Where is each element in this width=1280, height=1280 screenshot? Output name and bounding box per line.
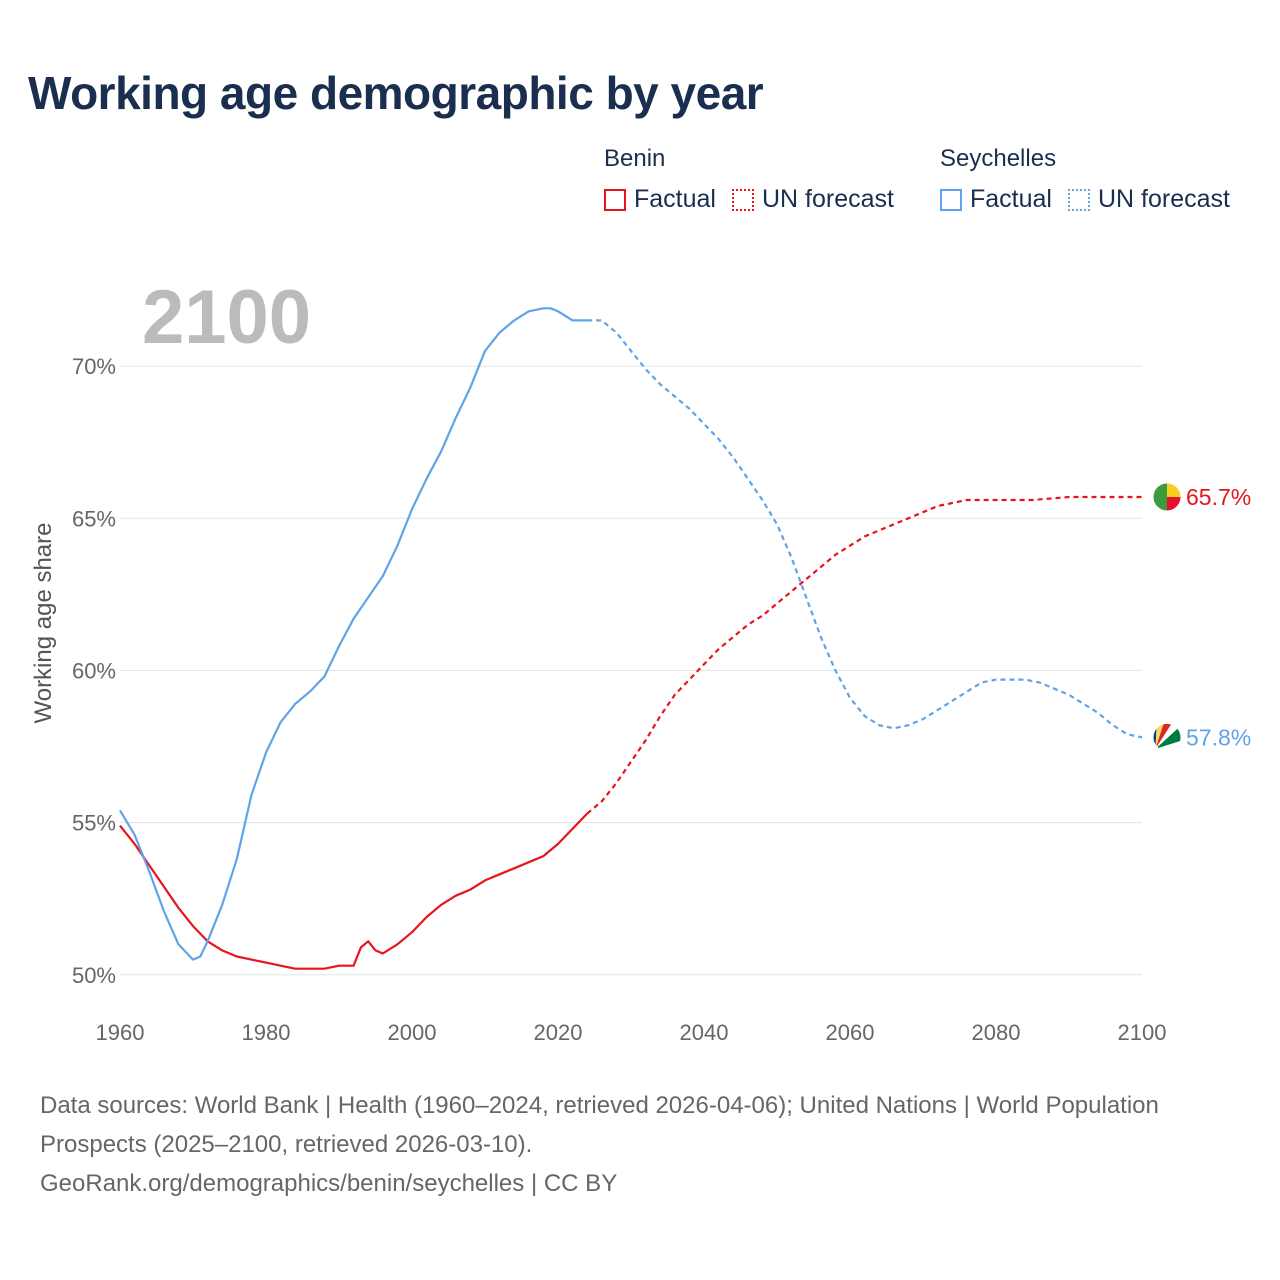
series-layer [119, 307, 1143, 970]
legend-group-name: Benin [604, 145, 666, 172]
seychelles-flag-icon [1152, 722, 1182, 752]
legend-item-benin-forecast[interactable]: UN forecast [731, 185, 894, 214]
chart-title: Working age demographic by year [28, 67, 764, 119]
end-markers: 65.7% 57.8% [1152, 482, 1251, 752]
line-chart: 2100 Working age share 50% 55% 60% 65% 70% 1… [30, 275, 1251, 1045]
flag-red-field [1167, 496, 1181, 511]
current-year-label: 2100 [142, 275, 311, 360]
flag-ray [1155, 723, 1180, 749]
flag-ray [1155, 727, 1181, 749]
x-tick-label: 2100 [1118, 1020, 1167, 1045]
y-axis-label: Working age share [30, 523, 57, 724]
x-tick-label: 1980 [242, 1020, 291, 1045]
grid [120, 365, 1142, 976]
end-value-label-seychelles: 57.8% [1186, 724, 1251, 750]
legend-label: UN forecast [1097, 185, 1230, 213]
series-line-seychelles-forecast [587, 319, 1143, 739]
benin-flag-icon [1152, 482, 1182, 512]
x-tick-label: 2000 [388, 1020, 437, 1045]
legend-label: UN forecast [761, 185, 894, 213]
y-axis: 50% 55% 60% 65% 70% [72, 354, 116, 988]
legend-swatch-dotted [1067, 188, 1090, 211]
x-tick-label: 2020 [534, 1020, 583, 1045]
flag-ray [1155, 723, 1173, 749]
legend-group-seychelles: Seychelles Factual UN forecast [940, 143, 1246, 214]
legend-swatch-dotted [731, 188, 754, 211]
legend-swatch-solid [940, 188, 962, 211]
flag-ray [1153, 725, 1157, 749]
y-tick-label: 60% [72, 658, 116, 683]
flag-outline [1152, 722, 1182, 752]
legend-item-seychelles-forecast[interactable]: UN forecast [1067, 185, 1230, 214]
credit-link[interactable]: GeoRank.org/demographics/benin/seychelle… [40, 1170, 618, 1197]
x-tick-label: 1960 [96, 1020, 145, 1045]
x-axis: 1960 1980 2000 2020 2040 2060 2080 2100 [96, 1020, 1167, 1045]
series-line-benin-factual [119, 812, 588, 970]
footer: Data sources: World Bank | Health (1960–… [40, 1086, 1180, 1203]
y-tick-label: 70% [72, 354, 116, 379]
y-tick-label: 50% [72, 963, 116, 988]
y-tick-label: 65% [72, 506, 116, 531]
data-sources: Data sources: World Bank | Health (1960–… [40, 1092, 1159, 1158]
y-tick-label: 55% [72, 811, 116, 836]
series-line-seychelles-factual [119, 307, 588, 961]
x-tick-label: 2060 [826, 1020, 875, 1045]
flag-yellow-field [1167, 482, 1181, 497]
legend-label: Factual [634, 185, 716, 213]
legend-group-name: Seychelles [940, 145, 1057, 172]
legend-group-benin: Benin Factual UN forecast [604, 143, 910, 214]
legend-item-seychelles-factual[interactable]: Factual [940, 185, 1052, 214]
legend-item-benin-factual[interactable]: Factual [604, 185, 716, 214]
x-tick-label: 2080 [972, 1020, 1021, 1045]
series-line-benin-forecast [586, 495, 1142, 815]
x-tick-label: 2040 [680, 1020, 729, 1045]
flag-outline [1152, 482, 1182, 512]
legend-swatch-solid [604, 188, 626, 211]
legend-label: Factual [970, 185, 1052, 213]
end-value-label-benin: 65.7% [1186, 484, 1251, 510]
